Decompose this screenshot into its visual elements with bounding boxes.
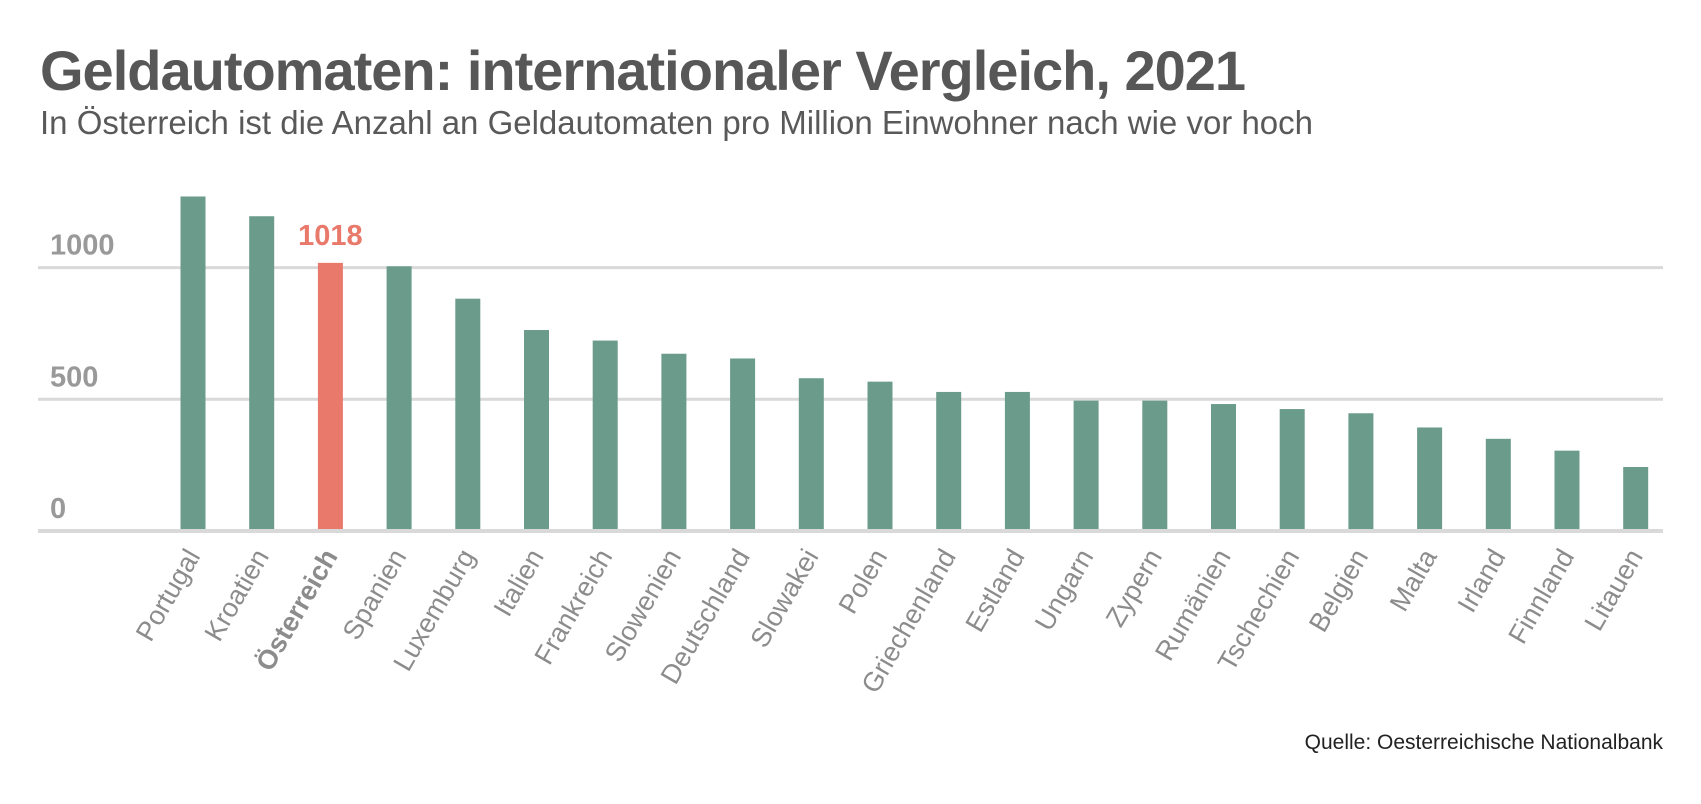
bar-litauen [1623, 466, 1649, 529]
gridlines [38, 266, 1663, 533]
x-category-kroatien: Kroatien [199, 544, 275, 646]
bar-osterreich [317, 262, 343, 529]
x-category-litauen: Litauen [1579, 544, 1649, 636]
y-axis-ticks: 0 500 1000 [50, 230, 115, 525]
bar-griechenland [936, 391, 962, 529]
bar-italien [524, 330, 549, 529]
x-category-polen: Polen [833, 544, 894, 619]
x-category-ungarn: Ungarn [1029, 544, 1099, 636]
bar-luxemburg [455, 298, 481, 529]
x-category-finnland: Finnland [1502, 544, 1580, 649]
x-category-zypern: Zypern [1100, 544, 1168, 632]
x-category-portugal: Portugal [130, 544, 206, 646]
bar-finnland [1554, 450, 1580, 529]
x-category-estland: Estland [960, 544, 1031, 637]
x-category-irland: Irland [1452, 544, 1512, 617]
x-category-spanien: Spanien [337, 544, 413, 645]
bar-kroatien [249, 216, 275, 529]
bar-spanien [386, 266, 412, 529]
bar-rumanien [1211, 404, 1236, 529]
bar-estland [1004, 391, 1030, 529]
y-tick-1000: 1000 [50, 230, 115, 262]
x-category-belgien: Belgien [1303, 544, 1374, 637]
bar-malta [1417, 427, 1443, 529]
bar-ungarn [1073, 400, 1099, 529]
bar-irland [1485, 438, 1511, 529]
bar-frankreich [592, 340, 618, 529]
bar-polen [867, 381, 893, 529]
bar-zypern [1142, 400, 1168, 529]
chart-subtitle: In Österreich ist die Anzahl an Geldauto… [40, 104, 1314, 141]
x-category-slowakei: Slowakei [744, 544, 824, 653]
data-labels: 1018 [298, 220, 363, 252]
bar-slowenien [661, 353, 687, 529]
x-category-italien: Italien [488, 544, 550, 621]
source-note: Quelle: Oesterreichische Nationalbank [1304, 731, 1663, 754]
bar-portugal [180, 196, 206, 529]
y-tick-0: 0 [50, 493, 66, 525]
bars [180, 196, 1649, 529]
chart-title: Geldautomaten: internationaler Vergleich… [40, 39, 1246, 102]
bar-tschechien [1279, 409, 1305, 529]
bar-deutschland [730, 358, 756, 529]
x-category-malta: Malta [1384, 543, 1443, 616]
bar-belgien [1348, 413, 1374, 529]
x-axis-categories: PortugalKroatienÖsterreichSpanienLuxembu… [130, 543, 1649, 698]
y-tick-500: 500 [50, 361, 98, 393]
data-label-osterreich: 1018 [298, 220, 363, 252]
bar-slowakei [798, 378, 824, 529]
